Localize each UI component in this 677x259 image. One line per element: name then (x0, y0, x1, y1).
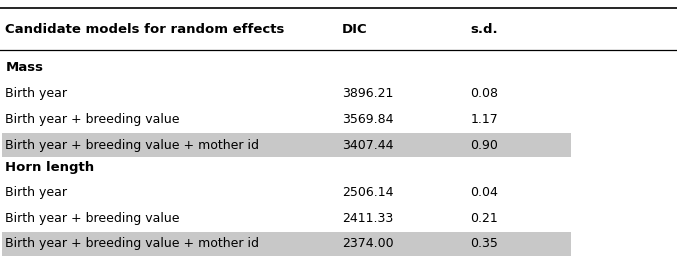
Text: Birth year + breeding value + mother id: Birth year + breeding value + mother id (5, 238, 259, 250)
Text: 0.08: 0.08 (471, 87, 498, 100)
Text: 0.04: 0.04 (471, 186, 498, 199)
Text: 0.21: 0.21 (471, 212, 498, 225)
Text: 0.90: 0.90 (471, 139, 498, 152)
Text: Birth year + breeding value + mother id: Birth year + breeding value + mother id (5, 139, 259, 152)
Text: DIC: DIC (342, 23, 368, 35)
Text: Birth year: Birth year (5, 186, 68, 199)
Text: Birth year: Birth year (5, 87, 68, 100)
Text: Birth year + breeding value: Birth year + breeding value (5, 212, 180, 225)
Text: 0.35: 0.35 (471, 238, 498, 250)
Text: Candidate models for random effects: Candidate models for random effects (5, 23, 285, 35)
Text: s.d.: s.d. (471, 23, 498, 35)
Text: Mass: Mass (5, 61, 43, 74)
Text: Horn length: Horn length (5, 161, 95, 174)
Text: Birth year + breeding value: Birth year + breeding value (5, 113, 180, 126)
Text: 3407.44: 3407.44 (342, 139, 393, 152)
FancyBboxPatch shape (2, 232, 571, 256)
Text: 1.17: 1.17 (471, 113, 498, 126)
Text: 2411.33: 2411.33 (342, 212, 393, 225)
Text: 2374.00: 2374.00 (342, 238, 393, 250)
Text: 3896.21: 3896.21 (342, 87, 393, 100)
Text: 2506.14: 2506.14 (342, 186, 393, 199)
FancyBboxPatch shape (2, 133, 571, 157)
Text: 3569.84: 3569.84 (342, 113, 393, 126)
